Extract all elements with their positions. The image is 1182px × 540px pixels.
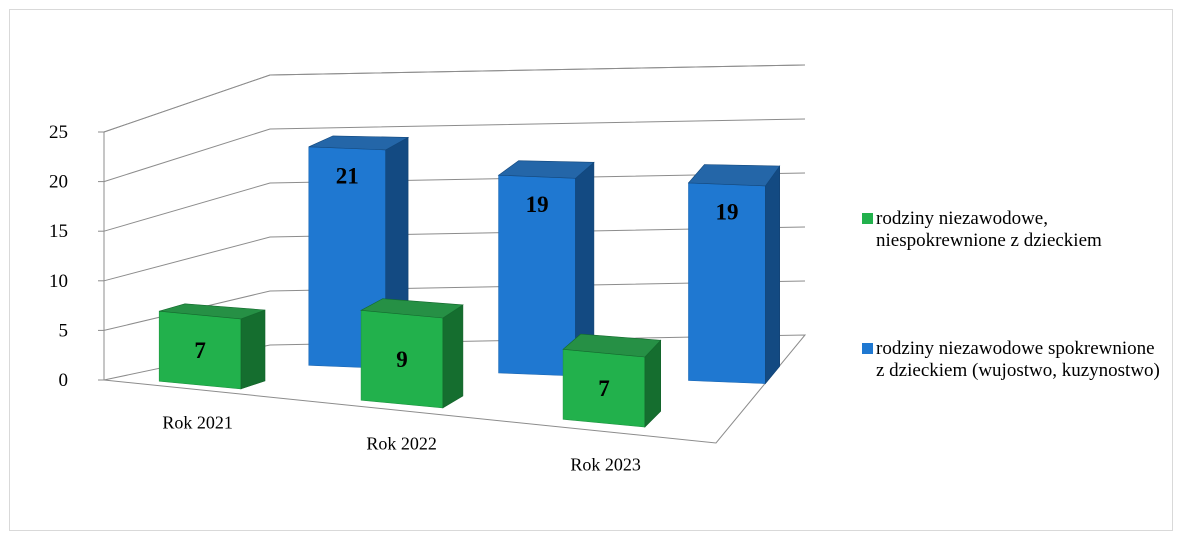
legend-item-blue: rodziny niezawodowe spokrewnione z dziec… <box>862 338 1162 408</box>
bar-top <box>562 333 662 358</box>
bar-series-1: 9 <box>360 298 464 409</box>
y-tick-label: 15 <box>49 221 68 242</box>
category-label: Rok 2022 <box>366 434 437 454</box>
bar-top <box>497 160 595 179</box>
bar-side <box>240 309 266 390</box>
legend-item-green: rodziny niezawodowe, niespokrewnione z d… <box>862 208 1162 278</box>
data-label: 19 <box>526 192 549 217</box>
legend-label: rodziny niezawodowe, niespokrewnione z d… <box>876 208 1102 251</box>
data-label: 7 <box>194 338 206 363</box>
bar-series-1: 7 <box>158 303 266 390</box>
data-label: 9 <box>396 347 408 372</box>
category-label: Rok 2023 <box>570 455 641 475</box>
bar-top <box>308 135 410 151</box>
y-tick-label: 0 <box>59 370 69 391</box>
gridline <box>103 118 806 183</box>
y-tick-label: 10 <box>49 271 68 292</box>
bar-top <box>360 298 464 319</box>
bar-side <box>765 165 781 385</box>
y-tick-label: 5 <box>59 320 69 341</box>
gridline <box>103 172 806 232</box>
legend-swatch-green <box>862 213 873 224</box>
bar-series-1: 7 <box>562 333 662 428</box>
data-label: 19 <box>715 199 738 224</box>
bar-top <box>687 164 781 187</box>
data-label: 21 <box>336 163 359 188</box>
bar-side <box>442 304 464 409</box>
gridline <box>103 64 806 133</box>
y-tick-label: 20 <box>49 172 68 193</box>
y-tick-label: 25 <box>49 122 68 143</box>
bar-series-2: 19 <box>687 164 781 385</box>
category-label: Rok 2021 <box>162 413 233 433</box>
legend-swatch-blue <box>862 343 873 354</box>
gridline <box>103 226 806 282</box>
legend-label: rodziny niezawodowe spokrewnione z dziec… <box>876 338 1160 381</box>
bar-top <box>159 303 266 320</box>
data-label: 7 <box>598 376 610 401</box>
